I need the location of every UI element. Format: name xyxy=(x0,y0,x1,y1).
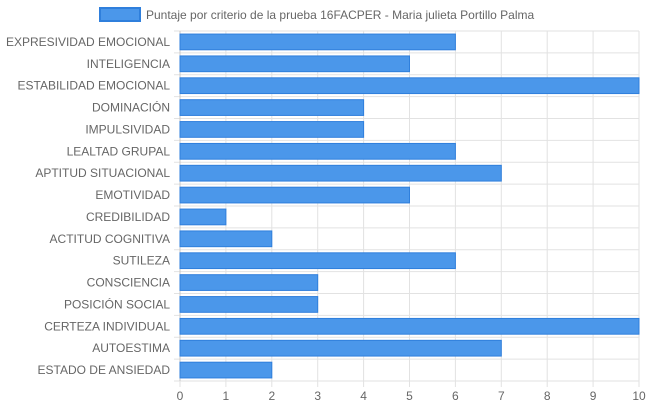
y-tick-label: ESTABILIDAD EMOCIONAL xyxy=(18,79,171,93)
bar[interactable] xyxy=(179,317,640,335)
y-tick-label: AUTOESTIMA xyxy=(92,341,170,355)
x-tick-label: 4 xyxy=(360,389,367,403)
y-tick-label: CONSCIENCIA xyxy=(87,276,170,290)
x-tick-label: 2 xyxy=(268,389,275,403)
bar[interactable] xyxy=(179,121,365,138)
y-axis-labels: EXPRESIVIDAD EMOCIONAL INTELIGENCIA ESTABI… xyxy=(6,35,170,377)
x-tick-label: 10 xyxy=(632,389,646,403)
x-axis-labels: 0 1 2 3 4 5 6 7 8 9 10 xyxy=(177,389,646,403)
bar[interactable] xyxy=(179,339,502,357)
bar[interactable] xyxy=(179,33,456,51)
bars xyxy=(179,33,640,379)
bar[interactable] xyxy=(179,208,227,226)
bar[interactable] xyxy=(179,230,273,248)
x-tick-label: 0 xyxy=(177,389,184,403)
x-tick-label: 6 xyxy=(452,389,459,403)
x-tick-label: 8 xyxy=(544,389,551,403)
legend[interactable]: Puntaje por criterio de la prueba 16FACP… xyxy=(99,7,535,22)
bar[interactable] xyxy=(179,274,319,291)
y-tick-label: EXPRESIVIDAD EMOCIONAL xyxy=(6,35,170,49)
bar[interactable] xyxy=(179,77,640,95)
bar[interactable] xyxy=(179,164,502,182)
x-tick-label: 1 xyxy=(223,389,230,403)
bar[interactable] xyxy=(179,252,456,270)
y-tick-label: CERTEZA INDIVIDUAL xyxy=(44,319,170,333)
y-tick-label: ESTADO DE ANSIEDAD xyxy=(38,363,171,377)
y-tick-label: INTELIGENCIA xyxy=(87,57,170,71)
y-tick-label: LEALTAD GRUPAL xyxy=(67,144,171,158)
bar[interactable] xyxy=(179,186,410,204)
legend-swatch xyxy=(99,7,141,22)
bar[interactable] xyxy=(179,142,456,160)
legend-label: Puntaje por criterio de la prueba 16FACP… xyxy=(146,8,535,22)
bar[interactable] xyxy=(179,296,319,313)
bar[interactable] xyxy=(179,99,365,116)
y-tick-label: DOMINACIÓN xyxy=(92,100,170,115)
x-tick-label: 3 xyxy=(314,389,321,403)
y-tick-label: POSICIÓN SOCIAL xyxy=(64,296,170,311)
x-tick-label: 9 xyxy=(590,389,597,403)
x-tick-label: 5 xyxy=(406,389,413,403)
y-tick-label: ACTITUD COGNITIVA xyxy=(50,232,170,246)
x-tick-label: 7 xyxy=(498,389,505,403)
bar[interactable] xyxy=(179,361,273,379)
bar[interactable] xyxy=(179,55,410,73)
y-tick-label: IMPULSIVIDAD xyxy=(85,122,170,136)
y-tick-label: CREDIBILIDAD xyxy=(86,210,170,224)
y-tick-label: APTITUD SITUACIONAL xyxy=(35,166,170,180)
y-tick-label: SUTILEZA xyxy=(113,254,170,268)
y-tick-label: EMOTIVIDAD xyxy=(95,188,170,202)
